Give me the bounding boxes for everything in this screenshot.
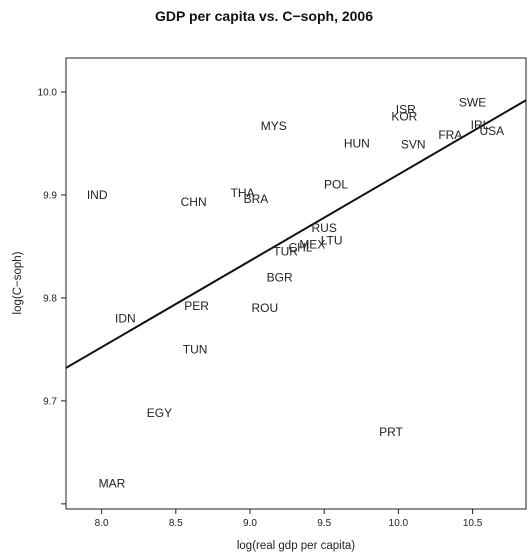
y-tick-label: 9.9 — [43, 190, 57, 201]
fit-line — [66, 99, 526, 369]
fit-line-group — [66, 99, 526, 369]
point-label-mys: MYS — [261, 119, 287, 133]
point-label-swe: SWE — [459, 95, 486, 109]
point-label-tur: TUR — [273, 245, 298, 259]
plot-frame — [65, 57, 527, 510]
point-label-tun: TUN — [183, 342, 208, 356]
point-label-ltu: LTU — [321, 233, 343, 247]
x-axis-label: log(real gdp per capita) — [237, 540, 355, 552]
chart-title: GDP per capita vs. C−soph, 2006 — [154, 8, 373, 24]
point-label-mex: MEX — [299, 237, 325, 251]
point-label-kor: KOR — [391, 110, 417, 124]
y-tick-label: 9.7 — [43, 396, 57, 407]
point-label-prt: PRT — [379, 425, 403, 439]
x-tick-label: 10.0 — [389, 518, 409, 529]
point-label-pol: POL — [324, 178, 348, 192]
x-axis: 8.0 8.5 9.0 9.5 10.0 10.5 — [95, 509, 483, 529]
x-tick-label: 9.0 — [243, 518, 257, 529]
point-label-hun: HUN — [344, 136, 370, 150]
point-label-bgr: BGR — [267, 270, 293, 284]
y-axis-label: log(C−soph) — [12, 251, 24, 314]
x-tick-label: 10.5 — [463, 518, 483, 529]
y-axis: 9.7 9.8 9.9 10.0 — [38, 87, 66, 505]
point-label-fra: FRA — [438, 128, 462, 142]
point-label-isr: ISR — [396, 102, 416, 116]
point-label-chl: CHL — [288, 240, 312, 254]
y-tick-label: 10.0 — [38, 87, 58, 98]
y-tick-label: 9.8 — [43, 293, 57, 304]
point-label-chn: CHN — [181, 195, 207, 209]
x-tick-label: 8.5 — [169, 518, 183, 529]
point-label-rus: RUS — [312, 221, 337, 235]
point-label-ind: IND — [87, 188, 108, 202]
point-label-rou: ROU — [252, 301, 279, 315]
point-label-usa: USA — [480, 124, 505, 138]
point-label-svn: SVN — [401, 137, 426, 151]
x-tick-label: 8.0 — [95, 518, 109, 529]
point-label-mar: MAR — [99, 476, 126, 490]
point-label-irl: IRL — [471, 118, 490, 132]
point-label-bra: BRA — [244, 192, 269, 206]
point-label-per: PER — [184, 299, 209, 313]
point-label-idn: IDN — [115, 312, 136, 326]
point-label-egy: EGY — [147, 406, 172, 420]
point-label-tha: THA — [231, 186, 255, 200]
x-tick-label: 9.5 — [317, 518, 331, 529]
